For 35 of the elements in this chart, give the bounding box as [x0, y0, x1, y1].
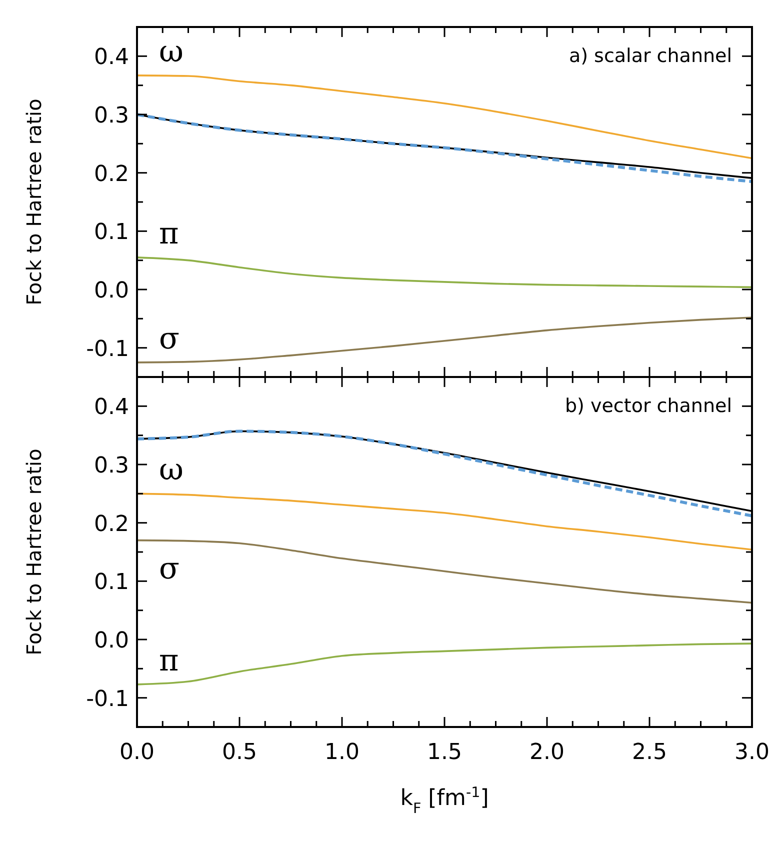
y-axis-title: Fock to Hartree ratio [22, 448, 46, 656]
x-tick-label: 2.5 [632, 740, 667, 765]
annotation: a) scalar channel [568, 45, 732, 67]
x-tick-label: 3.0 [734, 740, 770, 765]
annotation: b) vector channel [564, 395, 732, 417]
y-tick-label: 0.3 [94, 454, 129, 478]
x-tick-label: 0.5 [222, 740, 257, 765]
y-tick-label: 0.3 [94, 104, 129, 128]
x-axis-title: k$_{F}$ [fm$^{-1}$] [400, 785, 489, 817]
line-series [137, 316, 752, 364]
y-tick-label: 0.4 [94, 45, 129, 70]
y-tick-label: 0.4 [94, 395, 129, 420]
line-series [137, 256, 752, 288]
series-label: π [159, 643, 179, 678]
y-tick-label: 0.0 [94, 628, 129, 654]
line-series [137, 642, 752, 686]
line-series [137, 539, 752, 604]
x-tick-label: 0.0 [120, 740, 154, 765]
x-tick-label: 1.0 [324, 740, 360, 765]
y-tick-label: 0.0 [94, 278, 129, 304]
series-label: ω [159, 34, 184, 70]
series-label: σ [159, 551, 180, 586]
y-tick-label: 0.1 [94, 570, 129, 596]
series-label: σ [159, 321, 180, 356]
y-tick-label: -0.1 [86, 686, 129, 712]
series-label: π [159, 216, 179, 252]
y-tick-label: -0.1 [86, 336, 129, 362]
line-series [137, 74, 752, 160]
series-label: ω [159, 452, 184, 488]
y-tick-label: 0.2 [94, 162, 129, 187]
y-tick-label: 0.1 [94, 220, 129, 246]
x-tick-label: 2.0 [530, 740, 564, 765]
x-tick-label: 1.5 [427, 740, 462, 765]
y-axis-title: Fock to Hartree ratio [22, 98, 46, 306]
y-tick-label: 0.2 [94, 512, 129, 537]
